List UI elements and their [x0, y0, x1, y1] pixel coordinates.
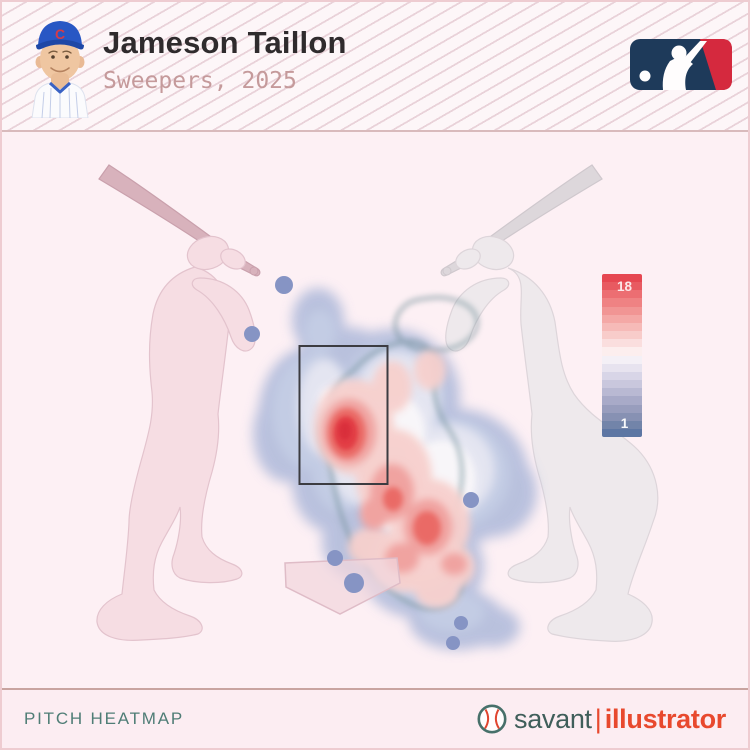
batter-silhouette-right	[441, 165, 659, 642]
home-plate	[284, 557, 401, 615]
colorbar-legend: 18 1	[602, 274, 642, 437]
savant-illustrator-brand: savant | illustrator	[476, 703, 726, 735]
header: C Jameson Taillon Sweepers, 2025	[2, 2, 748, 132]
colorbar-min-label: 1	[620, 416, 629, 431]
footer: PITCH HEATMAP savant | illustrator	[2, 688, 748, 748]
brand-savant: savant	[514, 703, 592, 734]
batter-silhouette-left	[96, 165, 260, 641]
player-headshot: C	[31, 21, 89, 118]
colorbar-gradient	[602, 274, 642, 437]
colorbar-max-label: 18	[616, 279, 633, 294]
pitch-droplets	[244, 276, 479, 650]
player-name: Jameson Taillon	[103, 25, 347, 60]
pitch-subtitle: Sweepers, 2025	[103, 67, 297, 94]
brand-divider: |	[594, 703, 602, 734]
chart-type-label: PITCH HEATMAP	[24, 709, 185, 728]
heatmap-canvas	[96, 165, 659, 650]
svg-text:C: C	[55, 26, 65, 42]
mlb-logo	[630, 39, 732, 90]
baseball-icon	[477, 704, 507, 734]
brand-illustrator: illustrator	[604, 703, 727, 734]
title-block: Jameson Taillon Sweepers, 2025	[103, 25, 347, 94]
heatmap-hotspot-core	[339, 422, 351, 440]
brand-text: savant | illustrator	[514, 704, 726, 735]
strike-zone-outline	[298, 345, 389, 485]
